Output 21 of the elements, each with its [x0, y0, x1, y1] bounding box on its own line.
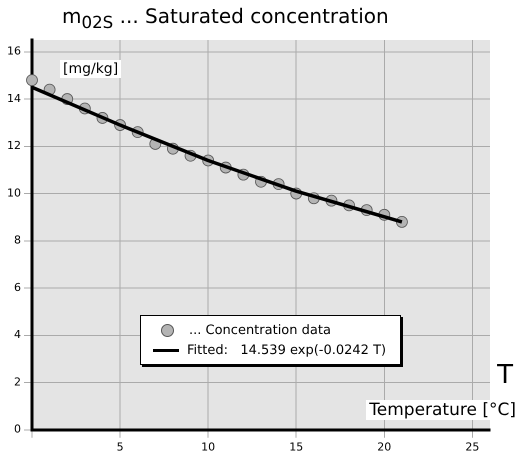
y-tick-label: 4	[14, 328, 21, 342]
x-axis-title: Temperature [°C]	[366, 400, 519, 420]
x-tick-label: 5	[116, 440, 124, 454]
x-tick-label: 20	[377, 440, 392, 454]
legend-label: ... Concentration data	[189, 322, 331, 338]
point	[26, 74, 38, 86]
y-tick-label: 14	[6, 92, 21, 105]
y-tick-label: 16	[6, 44, 21, 58]
x-tick-label: 10	[201, 440, 216, 454]
y-tick-label: 8	[14, 234, 21, 247]
y-tick-label: 2	[14, 375, 21, 388]
chart-title: m$_{02S}$ ... Saturated concentration	[62, 4, 389, 32]
x-tick-label: 25	[465, 440, 480, 454]
y-tick-label: 10	[6, 186, 21, 200]
x-tick-label: 15	[289, 440, 304, 454]
text: T	[497, 360, 513, 390]
y-axis-title: [mg/kg]	[60, 60, 122, 78]
y-tick-label: 0	[14, 422, 21, 436]
legend-label: Fitted: 14.539 exp(-0.0242 T)	[187, 342, 386, 358]
y-tick-label: 12	[6, 139, 21, 152]
y-tick-label: 6	[14, 280, 21, 294]
